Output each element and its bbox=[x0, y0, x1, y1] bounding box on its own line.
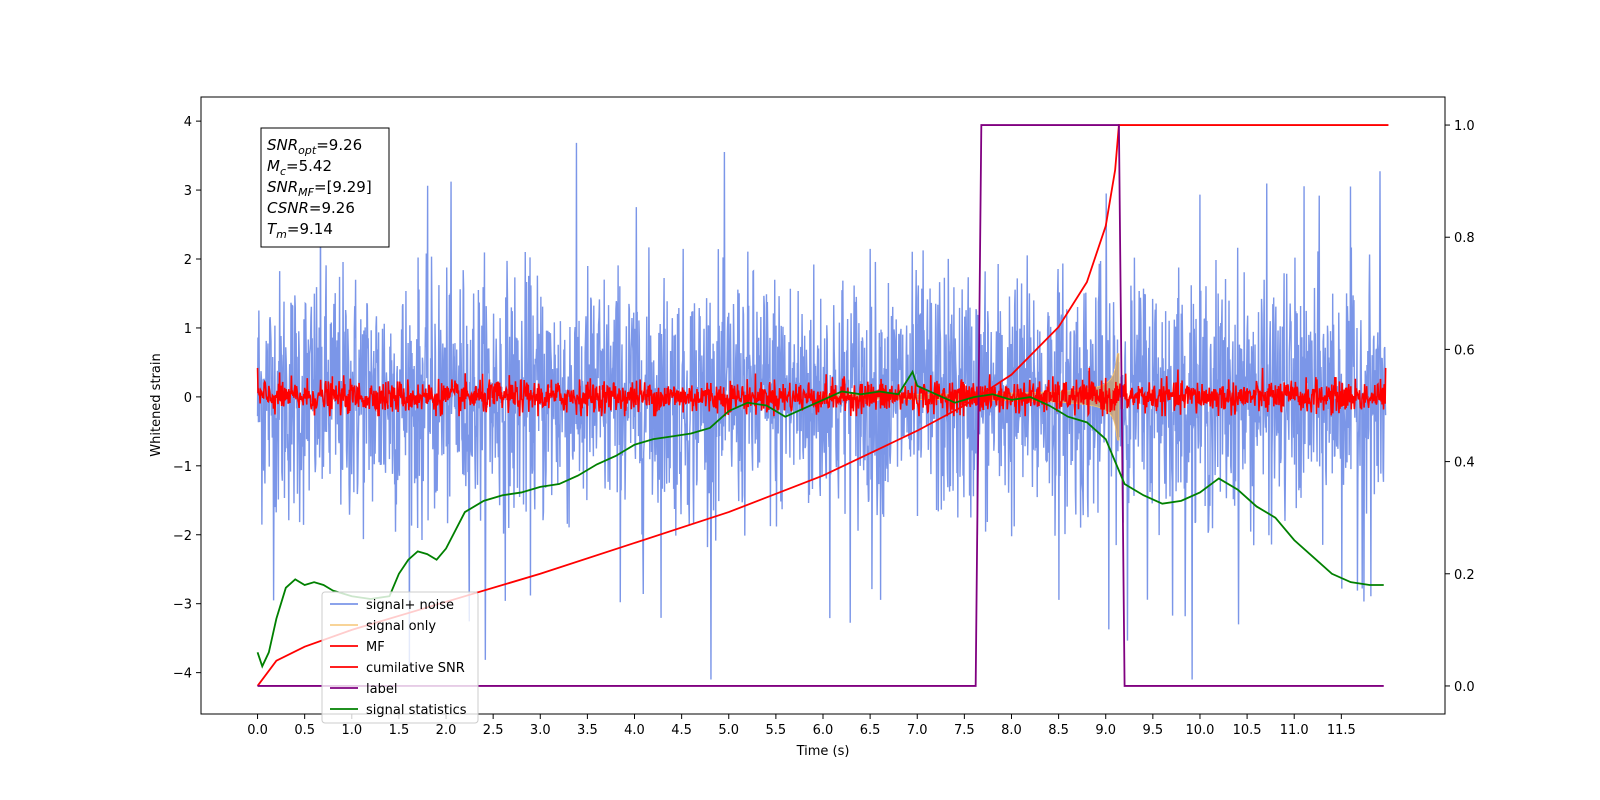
y-axis-label: Whitened strain bbox=[149, 353, 164, 456]
x-tick-label: 0.5 bbox=[294, 723, 315, 738]
x-tick-label: 11.5 bbox=[1327, 723, 1356, 738]
annotation-line: Tm=9.14 bbox=[267, 220, 333, 241]
legend: signal+ noise signal only MF cumilative SNR… bbox=[321, 591, 479, 724]
x-axis-label: Time (s) bbox=[796, 744, 850, 759]
y-tick-label-left: −2 bbox=[173, 529, 192, 544]
y-tick-label-left: 4 bbox=[184, 115, 192, 130]
x-tick-label: 6.0 bbox=[813, 723, 834, 738]
x-tick-label: 6.5 bbox=[860, 723, 881, 738]
y-tick-label-left: 3 bbox=[184, 184, 192, 199]
annotation-frame bbox=[260, 127, 390, 248]
annotation-line: SNRopt=9.26 bbox=[267, 136, 362, 157]
x-tick-label: 10.0 bbox=[1185, 723, 1214, 738]
x-tick-label: 3.5 bbox=[577, 723, 598, 738]
x-tick-label: 9.0 bbox=[1095, 723, 1116, 738]
annotation-line: CSNR=9.26 bbox=[267, 199, 355, 217]
series-mf bbox=[256, 367, 1387, 418]
legend-entry: signal only bbox=[366, 619, 436, 634]
legend-entry: MF bbox=[366, 640, 385, 655]
x-tick-label: 0.0 bbox=[247, 723, 268, 738]
x-tick-label: 2.5 bbox=[483, 723, 504, 738]
y-tick-label-right: 0.4 bbox=[1454, 456, 1475, 471]
x-tick-label: 3.0 bbox=[530, 723, 551, 738]
x-tick-label: 8.0 bbox=[1001, 723, 1022, 738]
x-tick-label: 4.0 bbox=[624, 723, 645, 738]
x-tick-label: 7.5 bbox=[954, 723, 975, 738]
x-tick-label: 5.0 bbox=[718, 723, 739, 738]
x-tick-label: 1.5 bbox=[389, 723, 410, 738]
y-tick-label-right: 0.6 bbox=[1454, 343, 1475, 358]
y-tick-label-left: 0 bbox=[184, 391, 192, 406]
series-label bbox=[257, 124, 1384, 687]
x-tick-label: 11.0 bbox=[1280, 723, 1309, 738]
annotation-line: Mc=5.42 bbox=[267, 157, 332, 178]
x-tick-label: 2.0 bbox=[436, 723, 457, 738]
y-tick-label-right: 1.0 bbox=[1454, 119, 1475, 134]
x-tick-label: 9.5 bbox=[1143, 723, 1164, 738]
legend-entry: cumilative SNR bbox=[366, 661, 465, 676]
x-tick-label: 8.5 bbox=[1048, 723, 1069, 738]
x-tick-label: 10.5 bbox=[1233, 723, 1262, 738]
x-tick-label: 5.5 bbox=[766, 723, 787, 738]
y-tick-label-right: 0.2 bbox=[1454, 568, 1475, 583]
y-tick-label-left: 1 bbox=[184, 322, 192, 337]
annotation-line: SNRMF=[9.29] bbox=[267, 178, 372, 199]
y-tick-label-right: 0.0 bbox=[1454, 680, 1475, 695]
legend-entry: signal statistics bbox=[366, 703, 467, 718]
y-tick-label-left: 2 bbox=[184, 253, 192, 268]
legend-entry: label bbox=[366, 682, 397, 697]
legend-entry: signal+ noise bbox=[366, 598, 454, 613]
x-tick-label: 1.0 bbox=[341, 723, 362, 738]
x-tick-label: 4.5 bbox=[671, 723, 692, 738]
y-tick-label-left: −1 bbox=[173, 460, 192, 475]
x-tick-label: 7.0 bbox=[907, 723, 928, 738]
y-tick-label-left: −3 bbox=[173, 598, 192, 613]
legend-frame bbox=[321, 591, 479, 724]
y-tick-label-left: −4 bbox=[173, 667, 192, 682]
y-tick-label-right: 0.8 bbox=[1454, 231, 1475, 246]
